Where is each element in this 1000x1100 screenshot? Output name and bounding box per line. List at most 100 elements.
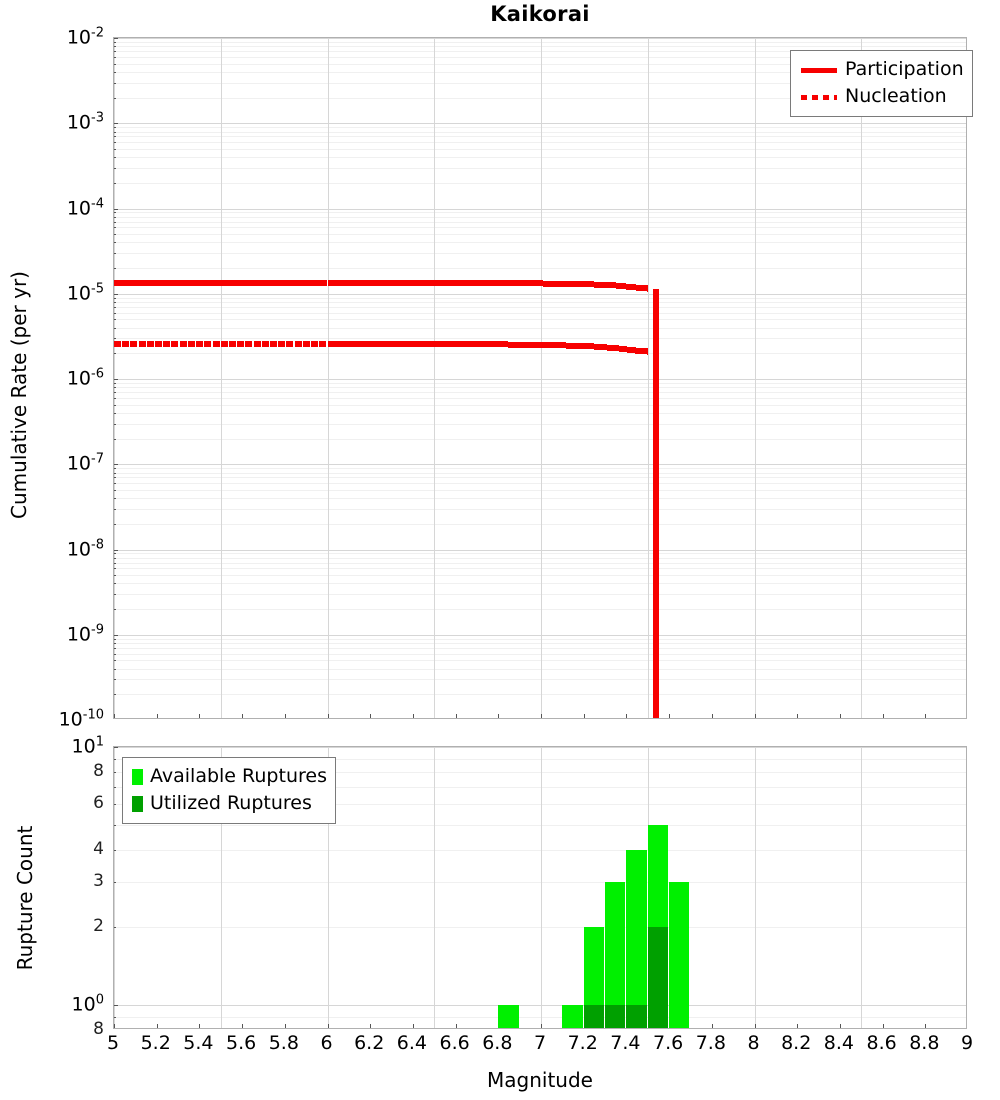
bar-available-ruptures	[562, 1004, 583, 1028]
participation-curve-segment	[582, 281, 584, 288]
nucleation-dropoff	[653, 351, 660, 718]
gridline-horizontal	[114, 786, 966, 788]
participation-curve-segment	[458, 280, 466, 287]
participation-curve-segment	[412, 279, 420, 286]
x-tick	[242, 714, 244, 718]
participation-curve-segment	[245, 279, 254, 286]
y-tick-label: 10-4	[0, 196, 104, 219]
participation-curve-segment	[406, 279, 413, 286]
nucleation-curve-segment	[439, 341, 446, 348]
gridline-horizontal-minor	[114, 594, 966, 596]
participation-curve-segment	[613, 282, 615, 289]
nucleation-curve-segment	[399, 340, 407, 347]
x-tick-label: 7.2	[567, 1032, 598, 1054]
participation-curve-segment	[550, 280, 553, 287]
participation-curve-segment	[604, 282, 606, 288]
participation-curve-segment	[146, 279, 156, 286]
participation-curve-segment	[334, 279, 341, 286]
y-tick-label-base: 6	[93, 793, 104, 814]
x-axis-label: Magnitude	[487, 1068, 593, 1092]
y-tick-label-base: 3	[93, 870, 104, 891]
gridline-horizontal-minor	[114, 353, 966, 355]
participation-curve-segment	[617, 282, 619, 289]
gridline-horizontal	[114, 293, 966, 295]
y-tick-minor	[114, 653, 116, 655]
nucleation-curve-segment	[612, 344, 614, 351]
gridline-horizontal-minor	[114, 56, 966, 58]
gridline-horizontal-minor	[114, 221, 966, 223]
participation-curve-segment	[399, 279, 407, 286]
participation-curve-segment	[319, 279, 328, 286]
nucleation-curve-segment	[511, 341, 514, 348]
x-tick	[284, 714, 286, 718]
participation-curve-segment	[567, 280, 569, 287]
nucleation-curve-segment	[629, 346, 631, 353]
nucleation-curve-segment	[513, 341, 515, 348]
y-tick-major	[114, 208, 118, 210]
y-tick-label-base: 10	[58, 708, 83, 731]
gridline-vertical	[220, 38, 222, 718]
participation-curve-segment	[634, 284, 636, 291]
y-tick-minor	[114, 679, 116, 681]
participation-curve-segment	[542, 280, 545, 287]
participation-curve-segment	[294, 279, 303, 286]
y-tick-minor	[114, 312, 116, 314]
participation-curve-segment	[628, 283, 630, 290]
nucleation-curve-segment	[632, 347, 634, 354]
nucleation-curve-segment	[559, 342, 561, 349]
gridline-horizontal	[114, 549, 966, 551]
gridline-horizontal-minor	[114, 327, 966, 329]
x-tick	[284, 1024, 286, 1028]
y-tick-label: 10-2	[0, 25, 104, 48]
nucleation-curve-segment	[373, 340, 381, 347]
participation-curve-segment	[545, 280, 548, 287]
gridline-horizontal	[114, 927, 966, 929]
nucleation-curve-segment	[432, 341, 440, 348]
y-tick-minor	[114, 498, 116, 500]
y-tick-minor	[114, 412, 116, 414]
y-tick-minor	[114, 849, 116, 851]
y-tick-minor	[114, 638, 116, 640]
nucleation-curve-segment	[565, 342, 568, 349]
y-tick-label-base: 10	[66, 623, 92, 646]
participation-curve-segment	[618, 282, 620, 289]
x-tick	[797, 1024, 799, 1028]
nucleation-curve-segment	[563, 342, 566, 349]
nucleation-curve-segment	[544, 342, 546, 349]
y-tick-minor	[114, 553, 116, 555]
legend-item-nucleation[interactable]: Nucleation	[799, 83, 964, 110]
nucleation-curve-segment	[580, 342, 583, 349]
nucleation-curve-segment	[503, 341, 505, 348]
participation-curve-segment	[544, 280, 546, 287]
nucleation-curve-segment	[212, 340, 221, 347]
nucleation-curve-segment	[587, 343, 589, 350]
nucleation-curve-segment	[228, 340, 238, 347]
y-tick-minor	[114, 489, 116, 491]
nucleation-curve-segment	[529, 341, 532, 348]
gridline-horizontal	[114, 804, 966, 806]
participation-curve-segment	[114, 279, 123, 286]
x-tick-label: 7.8	[695, 1032, 726, 1054]
participation-curve-segment	[524, 280, 527, 287]
nucleation-curve-segment	[380, 340, 387, 347]
participation-curve-segment	[532, 280, 535, 287]
y-tick-minor	[114, 319, 116, 321]
gridline-horizontal	[114, 881, 966, 883]
gridline-horizontal-minor	[114, 498, 966, 500]
y-tick-major	[114, 1004, 118, 1006]
legend-item-available-ruptures[interactable]: Available Ruptures	[131, 763, 327, 790]
participation-curve-segment	[624, 283, 626, 290]
participation-curve-segment	[130, 279, 139, 286]
gridline-horizontal-minor	[114, 131, 966, 133]
y-tick-label-exponent: 0	[95, 992, 104, 1008]
participation-curve-segment	[632, 284, 634, 291]
participation-curve-segment	[577, 280, 579, 287]
legend-item-participation[interactable]: Participation	[799, 56, 964, 83]
nucleation-curve-segment	[560, 342, 563, 349]
participation-curve-segment	[511, 280, 514, 287]
legend-item-utilized-ruptures[interactable]: Utilized Ruptures	[131, 790, 327, 817]
nucleation-curve-segment	[445, 341, 453, 348]
participation-curve-segment	[302, 279, 312, 286]
y-tick-minor	[114, 483, 116, 485]
participation-curve-segment	[628, 283, 630, 290]
